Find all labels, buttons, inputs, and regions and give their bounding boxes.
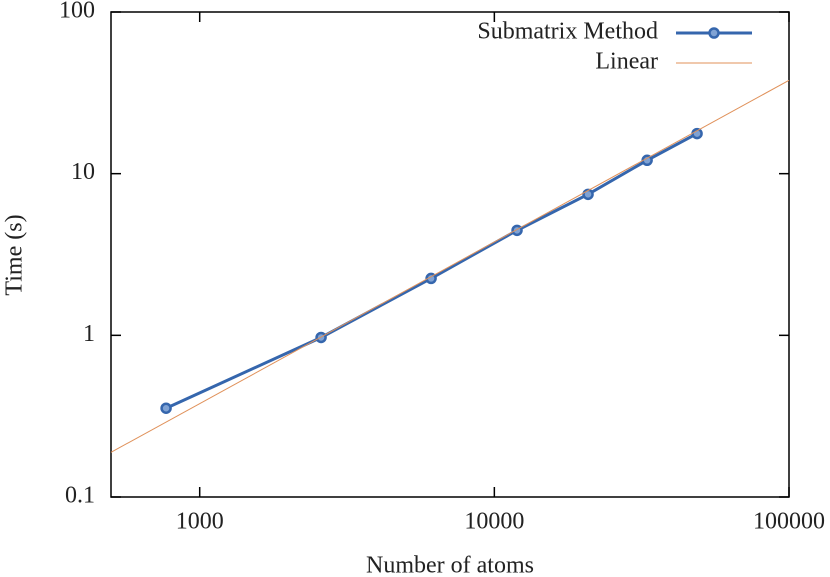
x-axis-label: Number of atoms bbox=[366, 553, 534, 577]
series-line bbox=[110, 79, 790, 453]
point bbox=[425, 272, 437, 285]
y-axis-label: Time (s) bbox=[2, 214, 28, 295]
y-tick-label: 100 bbox=[59, 0, 95, 24]
y-tick-label: 1 bbox=[83, 321, 95, 347]
x-tick-label: 10000 bbox=[464, 509, 524, 535]
plot-frame bbox=[110, 11, 790, 498]
point bbox=[160, 402, 172, 414]
legend-label: Submatrix Method bbox=[477, 19, 658, 45]
y-tick-label: 0.1 bbox=[65, 483, 95, 509]
point bbox=[511, 224, 523, 237]
point bbox=[582, 188, 594, 201]
x-tick-label: 100000 bbox=[753, 509, 825, 535]
legend-marker bbox=[708, 27, 720, 39]
y-tick-label: 10 bbox=[71, 159, 95, 185]
x-tick-label: 1000 bbox=[176, 509, 224, 535]
legend-label: Linear bbox=[595, 49, 658, 75]
